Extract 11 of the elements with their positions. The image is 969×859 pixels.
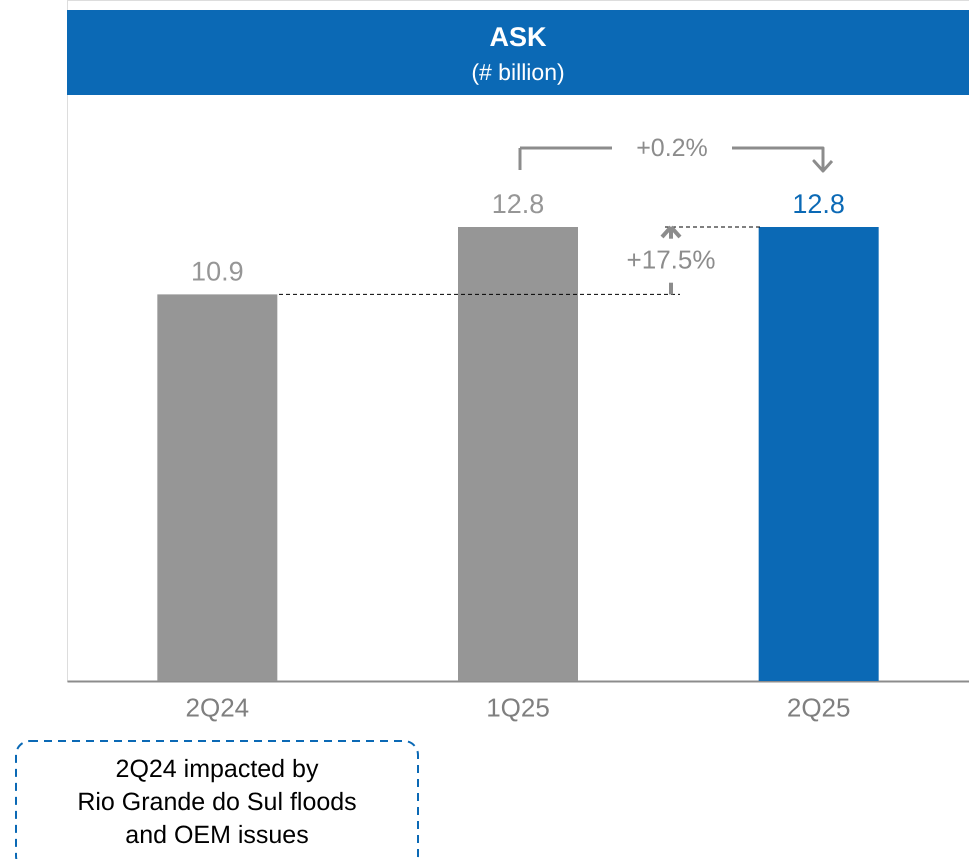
annotation: +17.5%	[626, 244, 716, 275]
x-tick-label: 1Q25	[486, 692, 550, 722]
data-label: 12.8	[792, 189, 845, 219]
x-tick-label: 2Q24	[186, 692, 250, 722]
text: 2Q24 impacted by Rio Grande do Sul floods and OEM issues	[77, 755, 357, 849]
data-label: 12.8	[492, 189, 544, 219]
text: +0.2%	[636, 134, 708, 162]
chart-title: ASK	[489, 22, 547, 52]
x-tick-label: 2Q25	[786, 692, 850, 722]
data-label: 10.9	[191, 256, 244, 286]
chart-subtitle: (# billion)	[471, 59, 565, 85]
